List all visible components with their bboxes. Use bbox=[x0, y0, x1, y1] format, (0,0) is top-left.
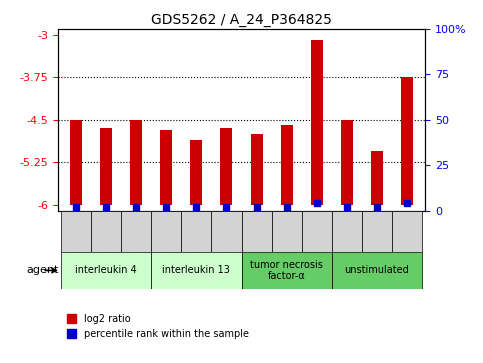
FancyBboxPatch shape bbox=[271, 211, 302, 252]
Bar bbox=[190, 140, 202, 205]
FancyBboxPatch shape bbox=[151, 211, 181, 252]
FancyBboxPatch shape bbox=[332, 252, 422, 289]
Bar bbox=[251, 134, 263, 205]
FancyBboxPatch shape bbox=[151, 252, 242, 289]
FancyBboxPatch shape bbox=[91, 211, 121, 252]
Text: unstimulated: unstimulated bbox=[344, 265, 409, 276]
FancyBboxPatch shape bbox=[332, 211, 362, 252]
Bar bbox=[371, 151, 383, 205]
FancyBboxPatch shape bbox=[121, 211, 151, 252]
Bar bbox=[311, 40, 323, 205]
FancyBboxPatch shape bbox=[181, 211, 212, 252]
FancyBboxPatch shape bbox=[242, 252, 332, 289]
FancyBboxPatch shape bbox=[302, 211, 332, 252]
Legend: log2 ratio, percentile rank within the sample: log2 ratio, percentile rank within the s… bbox=[63, 310, 253, 342]
Bar bbox=[281, 126, 293, 205]
FancyBboxPatch shape bbox=[61, 211, 91, 252]
FancyBboxPatch shape bbox=[362, 211, 392, 252]
Text: agent: agent bbox=[26, 265, 58, 276]
Bar bbox=[70, 120, 82, 205]
Bar bbox=[220, 128, 232, 205]
Text: tumor necrosis
factor-α: tumor necrosis factor-α bbox=[250, 260, 323, 281]
Bar bbox=[100, 128, 112, 205]
Title: GDS5262 / A_24_P364825: GDS5262 / A_24_P364825 bbox=[151, 13, 332, 26]
Bar bbox=[130, 120, 142, 205]
Bar bbox=[341, 120, 353, 205]
Text: interleukin 4: interleukin 4 bbox=[75, 265, 137, 276]
Text: interleukin 13: interleukin 13 bbox=[162, 265, 230, 276]
FancyBboxPatch shape bbox=[242, 211, 271, 252]
FancyBboxPatch shape bbox=[212, 211, 242, 252]
FancyBboxPatch shape bbox=[392, 211, 422, 252]
FancyBboxPatch shape bbox=[61, 252, 151, 289]
Bar bbox=[160, 130, 172, 205]
Bar bbox=[401, 77, 413, 205]
